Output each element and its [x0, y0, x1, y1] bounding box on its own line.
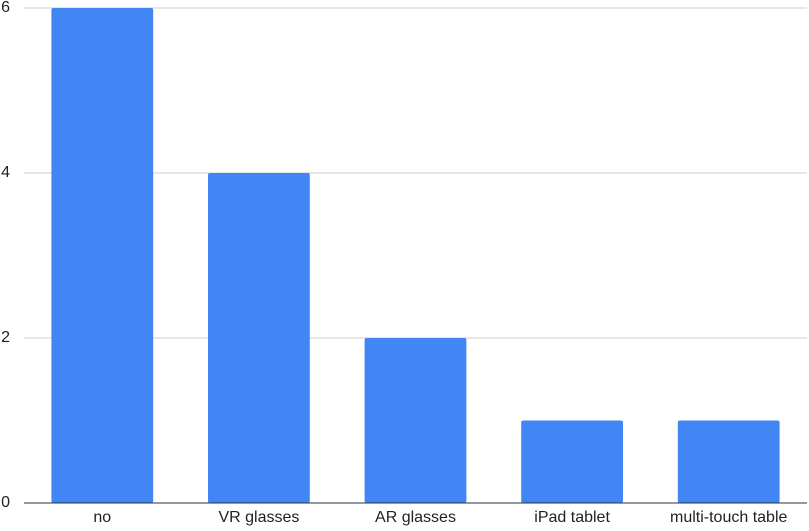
x-tick-label: multi-touch table [670, 509, 787, 526]
x-tick-label: VR glasses [218, 509, 299, 526]
bars [51, 8, 780, 503]
x-tick-label: iPad tablet [534, 509, 610, 526]
bar-ipad-tablet [521, 420, 623, 503]
x-tick-label: no [93, 509, 111, 526]
bar-multi-touch-table [677, 420, 780, 503]
bar-no [51, 8, 154, 503]
bar-ar-glasses [364, 338, 467, 503]
y-tick-label: 2 [1, 329, 10, 346]
y-tick-label: 4 [1, 164, 10, 181]
y-tick-label: 6 [1, 0, 10, 16]
x-tick-labels: no VR glasses AR glasses iPad tablet multi-t… [93, 509, 787, 526]
y-tick-label: 0 [1, 494, 10, 511]
x-tick-label: AR glasses [375, 509, 456, 526]
bar-vr-glasses [208, 173, 310, 503]
y-tick-labels: 0 2 4 6 [1, 0, 10, 511]
